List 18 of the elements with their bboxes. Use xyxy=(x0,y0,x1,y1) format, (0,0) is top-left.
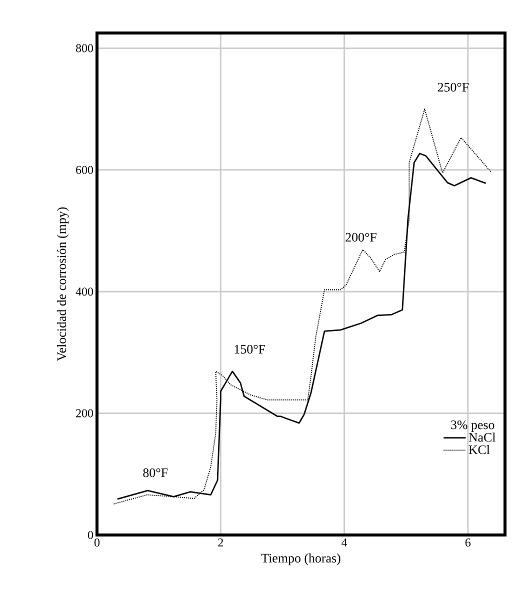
x-tick-label: 0 xyxy=(94,538,100,547)
annotation: 150°F xyxy=(234,344,266,354)
x-tick-label: 2 xyxy=(218,538,223,546)
y-tick-label: 0 xyxy=(88,530,94,540)
annotation: 80°F xyxy=(143,468,168,478)
legend-title: 3% peso xyxy=(451,420,494,432)
annotation: 250°F xyxy=(438,82,469,92)
y-tick-label: 600 xyxy=(76,166,94,174)
y-tick-label: 800 xyxy=(76,44,94,52)
x-tick-label: 6 xyxy=(465,538,471,547)
annotation: 200°F xyxy=(346,232,376,242)
legend-label: NaCl xyxy=(468,432,496,442)
y-tick-label: 200 xyxy=(76,409,94,418)
legend-label: KCl xyxy=(468,445,490,454)
y-axis-title: Velocidad de corrosión (mpy) xyxy=(56,207,69,362)
y-tick-label: 400 xyxy=(76,288,94,296)
x-axis-title: Tiempo (horas) xyxy=(261,553,340,566)
x-tick-label: 4 xyxy=(342,538,348,546)
